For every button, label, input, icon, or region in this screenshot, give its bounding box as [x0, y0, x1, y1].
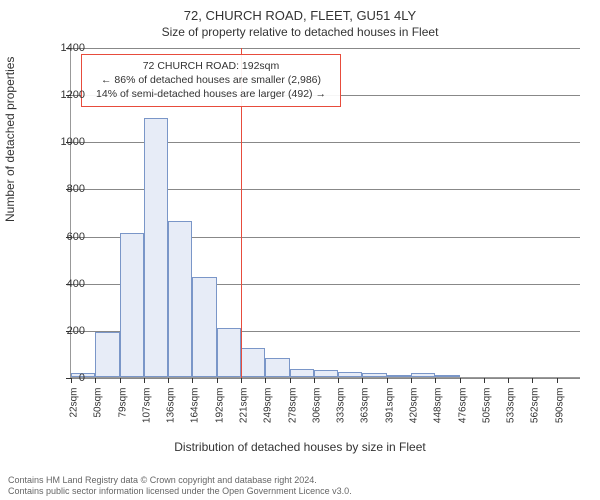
xtick-mark: [120, 378, 121, 383]
histogram-bar: [120, 233, 144, 377]
xtick-mark: [557, 378, 558, 383]
xtick-label: 79sqm: [117, 388, 128, 418]
xtick-label: 391sqm: [384, 388, 395, 424]
xtick-label: 590sqm: [554, 388, 565, 424]
histogram-bar: [192, 277, 216, 377]
annotation-line: 72 CHURCH ROAD: 192sqm: [88, 59, 334, 73]
xtick-mark: [95, 378, 96, 383]
xtick-mark: [144, 378, 145, 383]
histogram-bar: [338, 372, 362, 377]
xtick-label: 333sqm: [336, 388, 347, 424]
xtick-label: 22sqm: [69, 388, 80, 418]
ytick-label: 0: [45, 372, 85, 384]
xtick-mark: [217, 378, 218, 383]
xtick-label: 50sqm: [93, 388, 104, 418]
xtick-mark: [532, 378, 533, 383]
xtick-mark: [435, 378, 436, 383]
xtick-mark: [484, 378, 485, 383]
xtick-label: 136sqm: [166, 388, 177, 424]
ytick-label: 1000: [45, 136, 85, 148]
footer-attribution: Contains HM Land Registry data © Crown c…: [8, 475, 352, 498]
xtick-mark: [265, 378, 266, 383]
histogram-bar: [95, 332, 119, 377]
histogram-bar: [411, 373, 435, 377]
plot-region: 22sqm50sqm79sqm107sqm136sqm164sqm192sqm2…: [70, 48, 580, 378]
xtick-label: 164sqm: [190, 388, 201, 424]
xtick-mark: [338, 378, 339, 383]
chart-area: 22sqm50sqm79sqm107sqm136sqm164sqm192sqm2…: [70, 48, 580, 418]
histogram-bar: [314, 370, 338, 377]
xtick-label: 420sqm: [409, 388, 420, 424]
xtick-mark: [387, 378, 388, 383]
ytick-label: 1400: [45, 42, 85, 54]
xtick-mark: [241, 378, 242, 383]
xtick-mark: [314, 378, 315, 383]
histogram-bar: [362, 373, 386, 377]
ytick-label: 600: [45, 231, 85, 243]
xtick-label: 505sqm: [481, 388, 492, 424]
footer-line-2: Contains public sector information licen…: [8, 486, 352, 497]
ytick-label: 1200: [45, 89, 85, 101]
xtick-label: 278sqm: [287, 388, 298, 424]
xtick-label: 476sqm: [457, 388, 468, 424]
histogram-bar: [217, 328, 241, 378]
xtick-mark: [508, 378, 509, 383]
chart-title-main: 72, CHURCH ROAD, FLEET, GU51 4LY: [0, 0, 600, 23]
xtick-mark: [168, 378, 169, 383]
xtick-label: 249sqm: [263, 388, 274, 424]
xtick-mark: [460, 378, 461, 383]
ytick-label: 200: [45, 325, 85, 337]
annotation-line: ← 86% of detached houses are smaller (2,…: [88, 73, 334, 87]
annotation-box: 72 CHURCH ROAD: 192sqm← 86% of detached …: [81, 54, 341, 107]
histogram-bar: [265, 358, 289, 377]
gridline: [71, 48, 580, 49]
histogram-bar: [168, 221, 192, 377]
xtick-label: 192sqm: [214, 388, 225, 424]
xtick-mark: [192, 378, 193, 383]
xtick-label: 221sqm: [239, 388, 250, 424]
histogram-bar: [290, 369, 314, 377]
xtick-label: 107sqm: [141, 388, 152, 424]
histogram-bar: [144, 118, 168, 377]
footer-line-1: Contains HM Land Registry data © Crown c…: [8, 475, 352, 486]
xtick-label: 363sqm: [360, 388, 371, 424]
chart-title-sub: Size of property relative to detached ho…: [0, 23, 600, 43]
xtick-label: 562sqm: [530, 388, 541, 424]
xtick-label: 306sqm: [311, 388, 322, 424]
histogram-bar: [435, 375, 459, 377]
xtick-mark: [362, 378, 363, 383]
histogram-bar: [241, 348, 265, 377]
annotation-line: 14% of semi-detached houses are larger (…: [88, 87, 334, 101]
histogram-bar: [387, 375, 411, 377]
xtick-mark: [290, 378, 291, 383]
ytick-label: 400: [45, 278, 85, 290]
gridline: [71, 378, 580, 379]
xtick-label: 448sqm: [433, 388, 444, 424]
ytick-label: 800: [45, 183, 85, 195]
y-axis-label: Number of detached properties: [3, 57, 17, 222]
xtick-label: 533sqm: [506, 388, 517, 424]
x-axis-label: Distribution of detached houses by size …: [0, 440, 600, 454]
xtick-mark: [411, 378, 412, 383]
